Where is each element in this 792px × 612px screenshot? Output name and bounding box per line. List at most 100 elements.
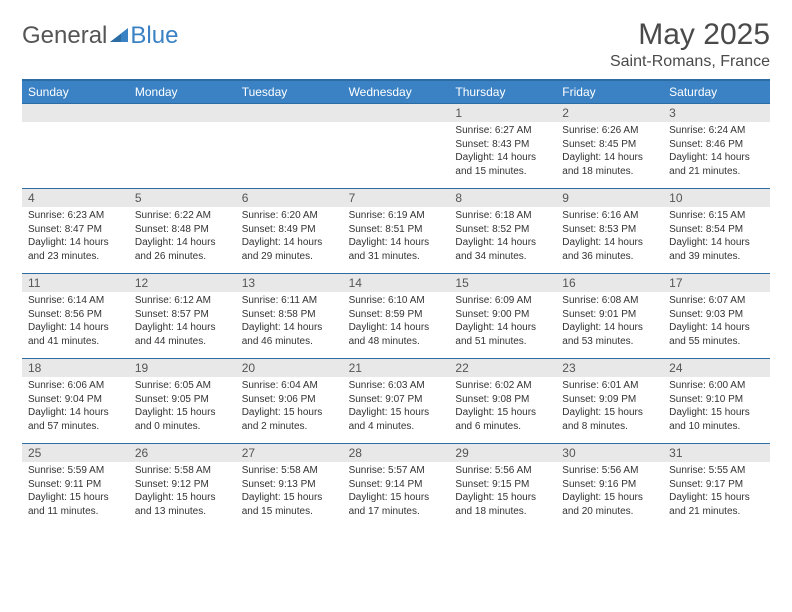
sunrise-text: Sunrise: 6:01 AM: [562, 379, 657, 393]
weekday-header-row: Sunday Monday Tuesday Wednesday Thursday…: [22, 81, 770, 103]
daylight-text: Daylight: 14 hours and 48 minutes.: [349, 321, 444, 348]
day-number: 1: [449, 104, 556, 122]
day-cell: 7Sunrise: 6:19 AMSunset: 8:51 PMDaylight…: [343, 189, 450, 273]
day-body: Sunrise: 6:11 AMSunset: 8:58 PMDaylight:…: [236, 292, 343, 352]
weekday-header: Monday: [129, 81, 236, 103]
sunrise-text: Sunrise: 6:06 AM: [28, 379, 123, 393]
sunset-text: Sunset: 9:03 PM: [669, 308, 764, 322]
sunset-text: Sunset: 8:51 PM: [349, 223, 444, 237]
day-cell: 25Sunrise: 5:59 AMSunset: 9:11 PMDayligh…: [22, 444, 129, 528]
daylight-text: Daylight: 15 hours and 17 minutes.: [349, 491, 444, 518]
day-number: 8: [449, 189, 556, 207]
sunrise-text: Sunrise: 5:57 AM: [349, 464, 444, 478]
day-body: Sunrise: 5:57 AMSunset: 9:14 PMDaylight:…: [343, 462, 450, 522]
day-cell: 3Sunrise: 6:24 AMSunset: 8:46 PMDaylight…: [663, 104, 770, 188]
sunset-text: Sunset: 9:09 PM: [562, 393, 657, 407]
day-number: 31: [663, 444, 770, 462]
day-body: Sunrise: 6:23 AMSunset: 8:47 PMDaylight:…: [22, 207, 129, 267]
daylight-text: Daylight: 15 hours and 20 minutes.: [562, 491, 657, 518]
day-number: 12: [129, 274, 236, 292]
weekday-header: Wednesday: [343, 81, 450, 103]
day-body: Sunrise: 6:12 AMSunset: 8:57 PMDaylight:…: [129, 292, 236, 352]
logo: General Blue: [22, 22, 178, 50]
logo-text-general: General: [22, 22, 107, 50]
sunrise-text: Sunrise: 6:15 AM: [669, 209, 764, 223]
sunrise-text: Sunrise: 6:10 AM: [349, 294, 444, 308]
daylight-text: Daylight: 14 hours and 31 minutes.: [349, 236, 444, 263]
day-number: 16: [556, 274, 663, 292]
week-row: 25Sunrise: 5:59 AMSunset: 9:11 PMDayligh…: [22, 443, 770, 528]
day-body: Sunrise: 6:08 AMSunset: 9:01 PMDaylight:…: [556, 292, 663, 352]
day-cell: 2Sunrise: 6:26 AMSunset: 8:45 PMDaylight…: [556, 104, 663, 188]
day-cell: 26Sunrise: 5:58 AMSunset: 9:12 PMDayligh…: [129, 444, 236, 528]
sunset-text: Sunset: 9:12 PM: [135, 478, 230, 492]
day-body: Sunrise: 6:24 AMSunset: 8:46 PMDaylight:…: [663, 122, 770, 182]
sunrise-text: Sunrise: 5:56 AM: [562, 464, 657, 478]
day-cell: 8Sunrise: 6:18 AMSunset: 8:52 PMDaylight…: [449, 189, 556, 273]
daylight-text: Daylight: 14 hours and 39 minutes.: [669, 236, 764, 263]
sunrise-text: Sunrise: 6:14 AM: [28, 294, 123, 308]
sunset-text: Sunset: 9:05 PM: [135, 393, 230, 407]
day-body: Sunrise: 6:26 AMSunset: 8:45 PMDaylight:…: [556, 122, 663, 182]
day-cell: [129, 104, 236, 188]
day-body: Sunrise: 6:05 AMSunset: 9:05 PMDaylight:…: [129, 377, 236, 437]
sunrise-text: Sunrise: 6:08 AM: [562, 294, 657, 308]
sunset-text: Sunset: 9:16 PM: [562, 478, 657, 492]
day-number: 10: [663, 189, 770, 207]
daylight-text: Daylight: 14 hours and 29 minutes.: [242, 236, 337, 263]
day-cell: 20Sunrise: 6:04 AMSunset: 9:06 PMDayligh…: [236, 359, 343, 443]
day-cell: 27Sunrise: 5:58 AMSunset: 9:13 PMDayligh…: [236, 444, 343, 528]
day-cell: 19Sunrise: 6:05 AMSunset: 9:05 PMDayligh…: [129, 359, 236, 443]
sunset-text: Sunset: 8:57 PM: [135, 308, 230, 322]
day-cell: 15Sunrise: 6:09 AMSunset: 9:00 PMDayligh…: [449, 274, 556, 358]
day-body: Sunrise: 5:55 AMSunset: 9:17 PMDaylight:…: [663, 462, 770, 522]
day-cell: 11Sunrise: 6:14 AMSunset: 8:56 PMDayligh…: [22, 274, 129, 358]
sunrise-text: Sunrise: 5:58 AM: [135, 464, 230, 478]
daylight-text: Daylight: 15 hours and 6 minutes.: [455, 406, 550, 433]
daylight-text: Daylight: 15 hours and 8 minutes.: [562, 406, 657, 433]
logo-triangle-icon: [110, 28, 128, 42]
sunrise-text: Sunrise: 6:00 AM: [669, 379, 764, 393]
day-body: Sunrise: 6:19 AMSunset: 8:51 PMDaylight:…: [343, 207, 450, 267]
day-body: Sunrise: 6:02 AMSunset: 9:08 PMDaylight:…: [449, 377, 556, 437]
weekday-header: Saturday: [663, 81, 770, 103]
sunset-text: Sunset: 9:17 PM: [669, 478, 764, 492]
sunrise-text: Sunrise: 6:24 AM: [669, 124, 764, 138]
sunrise-text: Sunrise: 6:26 AM: [562, 124, 657, 138]
sunset-text: Sunset: 8:43 PM: [455, 138, 550, 152]
day-body: Sunrise: 5:56 AMSunset: 9:15 PMDaylight:…: [449, 462, 556, 522]
day-number: 25: [22, 444, 129, 462]
day-cell: 22Sunrise: 6:02 AMSunset: 9:08 PMDayligh…: [449, 359, 556, 443]
sunset-text: Sunset: 8:53 PM: [562, 223, 657, 237]
day-cell: 10Sunrise: 6:15 AMSunset: 8:54 PMDayligh…: [663, 189, 770, 273]
sunset-text: Sunset: 9:14 PM: [349, 478, 444, 492]
daylight-text: Daylight: 14 hours and 36 minutes.: [562, 236, 657, 263]
day-number: [236, 104, 343, 122]
day-body: [343, 122, 450, 128]
sunset-text: Sunset: 8:59 PM: [349, 308, 444, 322]
day-number: 21: [343, 359, 450, 377]
day-cell: 30Sunrise: 5:56 AMSunset: 9:16 PMDayligh…: [556, 444, 663, 528]
page-title: May 2025: [610, 18, 770, 51]
day-body: Sunrise: 6:03 AMSunset: 9:07 PMDaylight:…: [343, 377, 450, 437]
sunset-text: Sunset: 9:07 PM: [349, 393, 444, 407]
sunrise-text: Sunrise: 6:02 AM: [455, 379, 550, 393]
day-body: [236, 122, 343, 128]
day-number: 5: [129, 189, 236, 207]
sunset-text: Sunset: 9:00 PM: [455, 308, 550, 322]
day-number: [343, 104, 450, 122]
day-number: 7: [343, 189, 450, 207]
day-body: Sunrise: 6:27 AMSunset: 8:43 PMDaylight:…: [449, 122, 556, 182]
daylight-text: Daylight: 14 hours and 57 minutes.: [28, 406, 123, 433]
day-number: 20: [236, 359, 343, 377]
sunset-text: Sunset: 9:13 PM: [242, 478, 337, 492]
day-number: 27: [236, 444, 343, 462]
sunrise-text: Sunrise: 6:20 AM: [242, 209, 337, 223]
day-body: Sunrise: 6:00 AMSunset: 9:10 PMDaylight:…: [663, 377, 770, 437]
day-cell: 5Sunrise: 6:22 AMSunset: 8:48 PMDaylight…: [129, 189, 236, 273]
day-body: Sunrise: 5:56 AMSunset: 9:16 PMDaylight:…: [556, 462, 663, 522]
sunset-text: Sunset: 9:08 PM: [455, 393, 550, 407]
day-body: Sunrise: 6:14 AMSunset: 8:56 PMDaylight:…: [22, 292, 129, 352]
sunset-text: Sunset: 8:56 PM: [28, 308, 123, 322]
daylight-text: Daylight: 14 hours and 26 minutes.: [135, 236, 230, 263]
